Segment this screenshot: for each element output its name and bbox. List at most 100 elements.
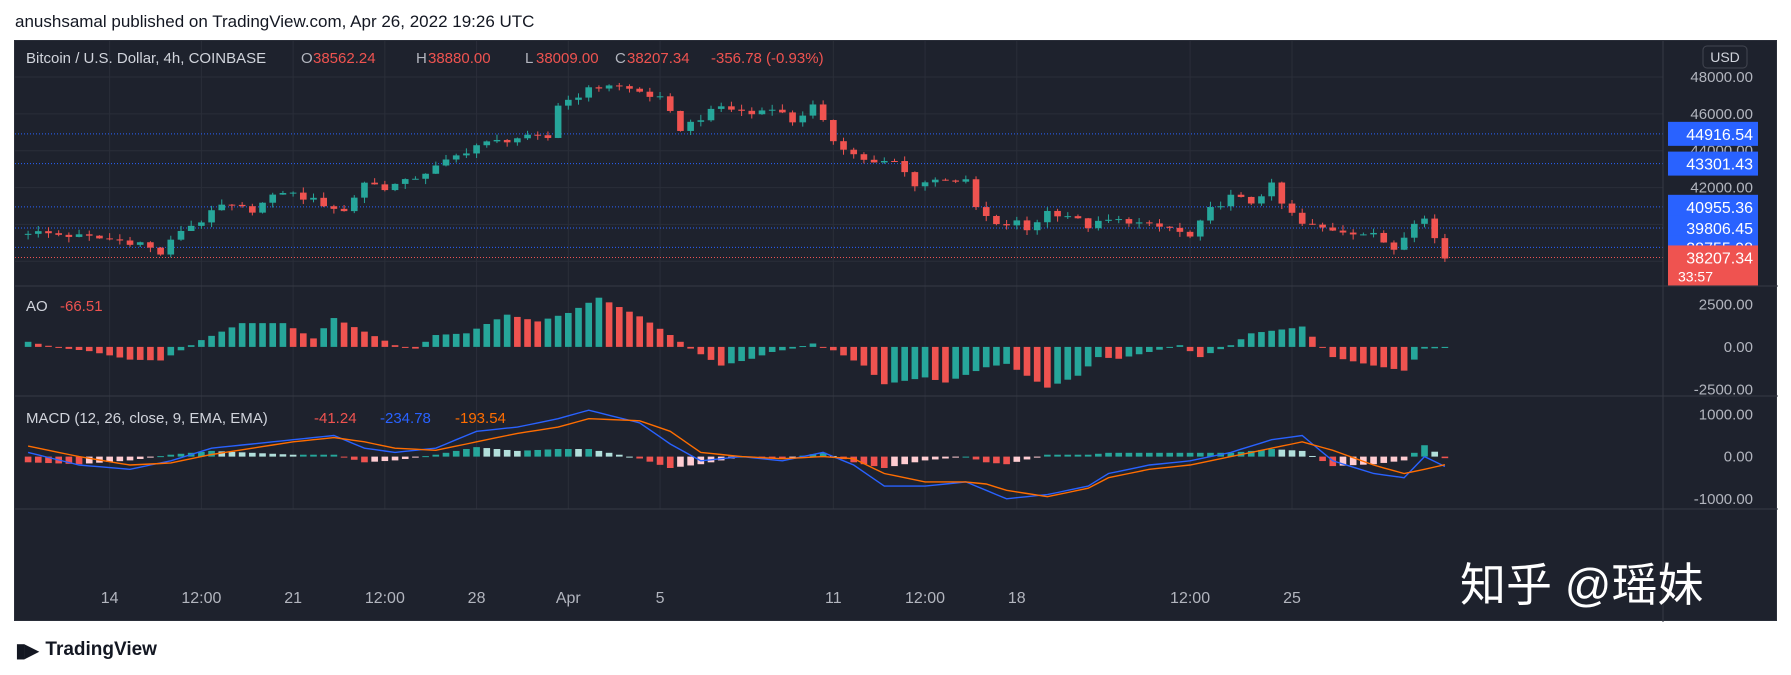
macd-hist-bar [575,449,582,457]
ao-bar [901,346,908,381]
macd-hist-bar [789,456,796,458]
macd-line-value: -234.78 [380,410,431,427]
macd-hist-bar [391,456,399,461]
candle [85,234,93,236]
time-tick: 18 [1008,590,1026,607]
ao-bar [157,346,164,361]
ao-bar [717,346,725,366]
level-label: 39806.45 [1686,221,1753,238]
currency-button[interactable] [1702,45,1748,69]
macd-hist-bar [1033,456,1041,458]
ao-bar [1339,346,1347,360]
macd-hist-bar [942,456,949,459]
level-label: 44916.54 [1686,127,1753,144]
macd-hist-bar [656,456,664,465]
price-axis[interactable]: 48000.0046000.0044000.0042000.0044916.54… [1668,69,1758,508]
ao-bar [1329,346,1337,358]
macd-hist-bar [320,454,328,457]
candle [809,104,817,116]
candle [136,242,144,245]
time-tick: 14 [101,590,119,607]
ao-bar [891,346,898,383]
ao-bar [147,346,154,361]
candle [789,112,796,123]
macd-hist-bar [279,454,287,457]
candle [697,120,705,122]
macd-hist-bar [1227,452,1235,457]
macd-hist-bar [1095,453,1102,457]
macd-hist-bar [880,456,888,468]
macd-hist-bar [1135,452,1143,457]
ao-bar [463,333,470,347]
macd-hist-bar [860,456,868,465]
ao-bar [289,328,297,347]
macd-hist-bar [350,456,358,460]
macd-hist-bar [626,456,633,458]
macd-hist-bar [819,452,827,457]
ao-bar [1095,346,1102,358]
ao-bar [167,346,175,356]
candle [799,115,807,123]
candle [921,182,929,187]
candle [819,104,827,121]
macd-tick: 0.00 [1724,449,1753,466]
macd-hist-bar [1115,452,1123,457]
macd-hist-bar [483,448,491,457]
chart-canvas[interactable]: Bitcoin / U.S. Dollar, 4h, COINBASE O 38… [15,41,1778,622]
candle [299,192,307,200]
last-price-box [1668,245,1758,286]
price-levels [15,133,1663,258]
candle [677,110,684,131]
low-prefix: L [525,50,533,67]
currency-label[interactable]: USD [1710,49,1740,65]
ao-bar [840,346,847,356]
macd-hist-bar [921,456,929,461]
candle [65,234,73,237]
candle [1441,238,1449,259]
candle [646,91,654,97]
macd-hist-bar [65,456,73,464]
time-tick: 11 [825,590,842,607]
macd-hist-bar [493,449,501,457]
footer-brand[interactable]: ▮▶ TradingView [15,638,157,662]
chart-frame[interactable]: Bitcoin / U.S. Dollar, 4h, COINBASE O 38… [14,40,1778,622]
ao-bar [982,346,990,368]
macd-hist-bar [310,454,317,457]
macd-hist-bar [809,454,817,457]
candle [1156,223,1163,227]
ao-bar [799,346,807,348]
macd-hist-bar [1258,449,1265,457]
grid [15,41,1663,509]
change-value: -356.78 (-0.93%) [711,50,824,67]
ao-bar [126,346,134,360]
macd-hist-bar [1054,454,1061,457]
ao-bar [554,315,562,347]
candle [1400,237,1408,250]
time-axis[interactable]: 14 12:00 21 12:00 28 Apr 5 11 12:00 18 12:00 25 [101,590,1301,607]
candle [483,141,491,146]
ao-bar [565,312,572,347]
publisher-header: anushsamal published on TradingView.com,… [15,12,535,31]
macd-hist-bar [1441,456,1449,459]
macd-hist-bar [85,456,93,464]
candle [942,179,949,181]
ao-bar [605,302,613,347]
candle [96,235,103,239]
candle [279,193,287,195]
macd-hist-bar [75,456,83,465]
ao-bar [1360,346,1367,364]
candle [595,87,603,89]
ao-bar [1166,346,1174,348]
candle [1288,203,1296,213]
candle [1115,219,1123,221]
ao-bar [473,328,480,347]
macd-hist-bar [779,456,786,459]
candle [228,204,236,206]
candle [147,242,154,248]
macd-hist-bar [24,456,32,463]
candle [666,96,674,111]
time-tick: 12:00 [181,590,221,607]
candle [1268,182,1275,197]
candle [452,155,460,160]
level-label: 40955.36 [1686,200,1753,217]
